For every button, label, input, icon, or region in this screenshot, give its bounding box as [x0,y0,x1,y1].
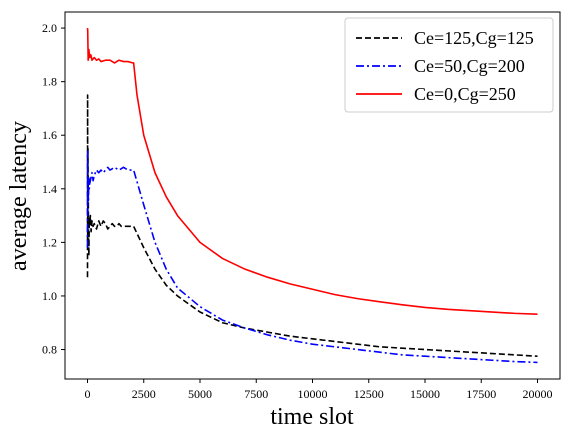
y-tick-label: 2.0 [42,21,57,35]
y-tick-label: 1.0 [42,289,57,303]
x-tick-label: 17500 [466,387,496,401]
legend-box [344,17,554,113]
y-axis-ticks: 0.8 1.0 1.2 1.4 1.6 1.8 2.0 [42,21,65,357]
y-tick-label: 1.8 [42,75,57,89]
x-tick-label: 7500 [244,387,268,401]
x-axis-ticks: 0 2500 5000 7500 10000 12500 15000 17500 20000 [85,379,553,401]
x-tick-label: 10000 [298,387,328,401]
series-line [86,28,538,315]
x-tick-label: 12500 [354,387,384,401]
x-tick-label: 2500 [132,387,156,401]
y-axis-label: average latency [6,121,32,271]
y-tick-label: 1.2 [42,235,57,249]
legend: Ce=125,Cg=125 Ce=50,Cg=200 Ce=0,Cg=250 [344,17,554,113]
x-tick-label: 0 [85,387,91,401]
y-tick-label: 1.4 [42,182,57,196]
legend-label: Ce=0,Cg=250 [414,84,516,104]
x-tick-label: 5000 [188,387,212,401]
series-layer [86,28,538,364]
series-line [86,150,538,364]
x-tick-label: 20000 [523,387,553,401]
legend-label: Ce=50,Cg=200 [414,56,525,76]
legend-label: Ce=125,Cg=125 [414,28,534,48]
x-axis-label: time slot [270,404,354,430]
y-tick-label: 1.6 [42,128,57,142]
y-tick-label: 0.8 [42,343,57,357]
x-tick-label: 15000 [410,387,440,401]
series-line [86,94,538,358]
